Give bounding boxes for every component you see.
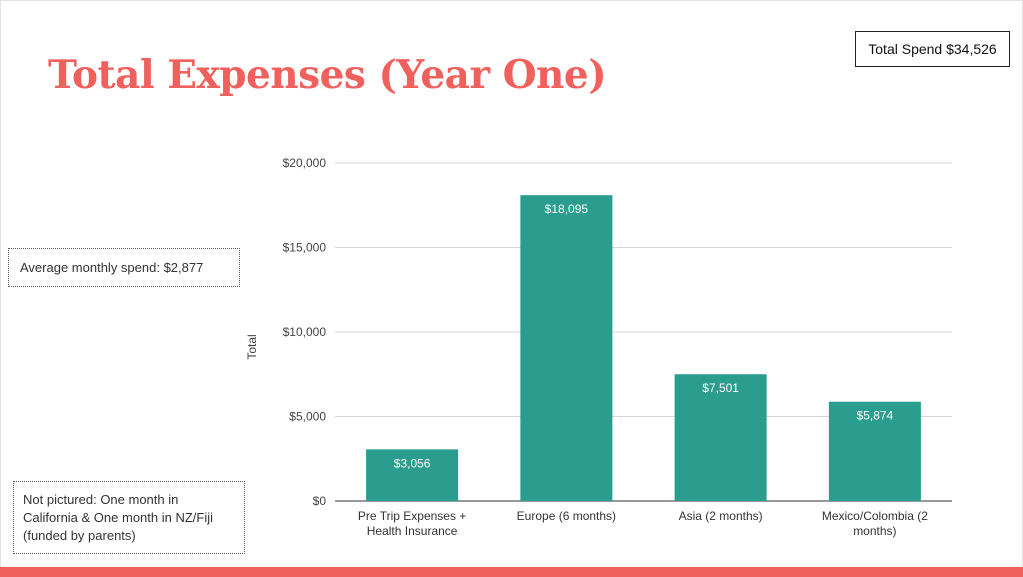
page-title: Total Expenses (Year One) [48, 52, 607, 98]
x-category-label: Europe (6 months) [517, 509, 616, 523]
x-category-label: Asia (2 months) [679, 509, 763, 523]
bar-value-label: $5,874 [857, 409, 894, 423]
not-pictured-note: Not pictured: One month in California & … [13, 481, 245, 554]
bar [366, 449, 459, 501]
x-axis-categories: Pre Trip Expenses + Health Insurance Europ… [358, 509, 928, 538]
bar [828, 401, 921, 501]
y-tick-label: $5,000 [289, 410, 326, 424]
bar-value-label: $3,056 [394, 456, 431, 470]
chart-bars [366, 195, 921, 501]
y-axis-ticks: $0 $5,000 $10,000 $15,000 $20,000 [283, 156, 327, 508]
bar-value-label: $7,501 [702, 381, 739, 395]
total-spend-box: Total Spend $34,526 [855, 31, 1010, 67]
y-tick-label: $20,000 [283, 156, 327, 170]
bar [674, 374, 767, 501]
y-axis-title: Total [245, 334, 259, 359]
accent-bar [0, 567, 1023, 577]
bar [520, 195, 613, 501]
x-category-label: Mexico/Colombia (2 months) [822, 509, 928, 538]
y-tick-label: $10,000 [283, 325, 327, 339]
y-tick-label: $15,000 [283, 241, 327, 255]
bar-value-label: $18,095 [545, 202, 589, 216]
bar-data-labels: $3,056 $18,095 $7,501 $5,874 [394, 202, 894, 470]
x-category-label: Pre Trip Expenses + Health Insurance [358, 509, 466, 538]
y-tick-label: $0 [313, 494, 327, 508]
average-monthly-note: Average monthly spend: $2,877 [8, 248, 240, 287]
